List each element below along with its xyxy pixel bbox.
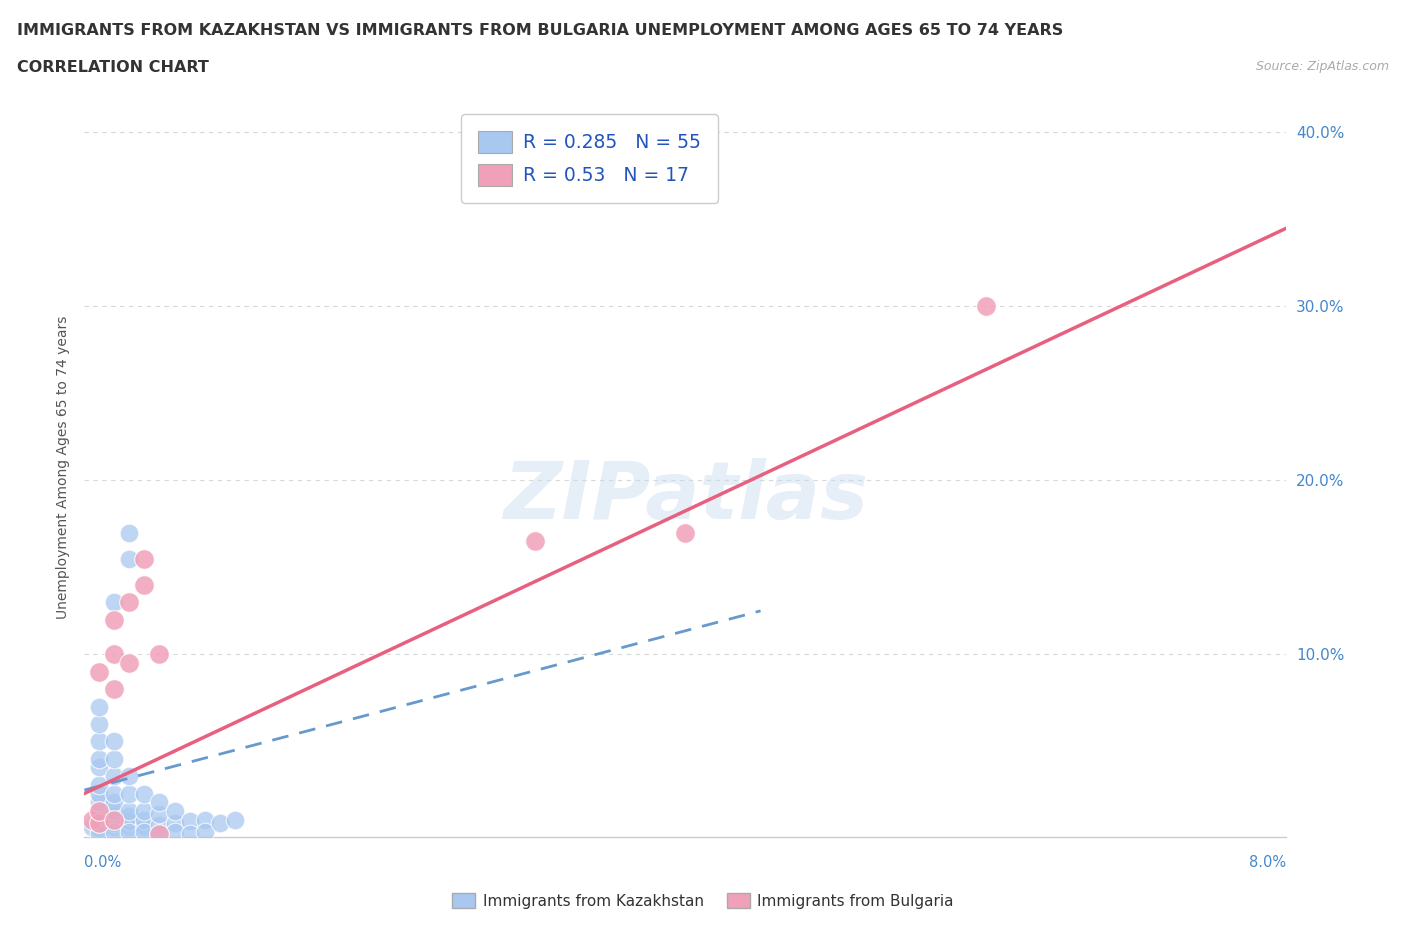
- Point: [103, 786, 125, 801]
- Point: [148, 807, 170, 822]
- Point: [524, 534, 547, 549]
- Point: [148, 826, 170, 841]
- Point: [118, 819, 141, 834]
- Point: [134, 819, 156, 834]
- Point: [118, 594, 141, 609]
- Point: [89, 810, 111, 825]
- Point: [80, 819, 103, 834]
- Point: [163, 804, 186, 818]
- Text: Source: ZipAtlas.com: Source: ZipAtlas.com: [1256, 60, 1389, 73]
- Point: [118, 551, 141, 566]
- Point: [103, 734, 125, 749]
- Point: [89, 664, 111, 679]
- Point: [89, 760, 111, 775]
- Point: [179, 826, 201, 841]
- Point: [134, 786, 156, 801]
- Point: [148, 817, 170, 832]
- Point: [134, 824, 156, 839]
- Point: [103, 795, 125, 810]
- Point: [103, 804, 125, 818]
- Point: [103, 751, 125, 766]
- Point: [103, 594, 125, 609]
- Point: [208, 816, 231, 830]
- Point: [103, 812, 125, 827]
- Point: [134, 551, 156, 566]
- Point: [89, 786, 111, 801]
- Point: [103, 769, 125, 784]
- Point: [134, 578, 156, 592]
- Point: [974, 299, 997, 313]
- Text: IMMIGRANTS FROM KAZAKHSTAN VS IMMIGRANTS FROM BULGARIA UNEMPLOYMENT AMONG AGES 6: IMMIGRANTS FROM KAZAKHSTAN VS IMMIGRANTS…: [17, 23, 1063, 38]
- Point: [148, 647, 170, 662]
- Point: [118, 769, 141, 784]
- Point: [89, 716, 111, 731]
- Point: [103, 647, 125, 662]
- Text: 0.0%: 0.0%: [84, 856, 121, 870]
- Point: [89, 804, 111, 818]
- Point: [103, 809, 125, 824]
- Point: [89, 814, 111, 829]
- Point: [89, 795, 111, 810]
- Point: [118, 814, 141, 829]
- Point: [163, 824, 186, 839]
- Point: [80, 812, 103, 827]
- Point: [163, 816, 186, 830]
- Point: [89, 734, 111, 749]
- Text: ZIPatlas: ZIPatlas: [503, 458, 868, 536]
- Point: [89, 751, 111, 766]
- Point: [89, 807, 111, 822]
- Point: [118, 809, 141, 824]
- Point: [103, 812, 125, 827]
- Point: [148, 826, 170, 841]
- Point: [118, 525, 141, 540]
- Point: [103, 819, 125, 834]
- Y-axis label: Unemployment Among Ages 65 to 74 years: Unemployment Among Ages 65 to 74 years: [56, 315, 70, 619]
- Point: [118, 656, 141, 671]
- Point: [89, 826, 111, 841]
- Point: [224, 812, 246, 827]
- Text: 8.0%: 8.0%: [1250, 856, 1286, 870]
- Point: [89, 777, 111, 792]
- Point: [194, 824, 217, 839]
- Point: [134, 804, 156, 818]
- Point: [89, 817, 111, 832]
- Legend: Immigrants from Kazakhstan, Immigrants from Bulgaria: Immigrants from Kazakhstan, Immigrants f…: [446, 886, 960, 915]
- Point: [118, 824, 141, 839]
- Point: [89, 804, 111, 818]
- Point: [194, 812, 217, 827]
- Point: [103, 612, 125, 627]
- Point: [179, 814, 201, 829]
- Point: [103, 816, 125, 830]
- Point: [118, 786, 141, 801]
- Point: [89, 821, 111, 836]
- Point: [89, 699, 111, 714]
- Point: [103, 824, 125, 839]
- Legend: R = 0.285   N = 55, R = 0.53   N = 17: R = 0.285 N = 55, R = 0.53 N = 17: [461, 114, 717, 203]
- Text: CORRELATION CHART: CORRELATION CHART: [17, 60, 208, 75]
- Point: [118, 804, 141, 818]
- Point: [89, 816, 111, 830]
- Point: [675, 525, 697, 540]
- Point: [103, 682, 125, 697]
- Point: [134, 812, 156, 827]
- Point: [148, 795, 170, 810]
